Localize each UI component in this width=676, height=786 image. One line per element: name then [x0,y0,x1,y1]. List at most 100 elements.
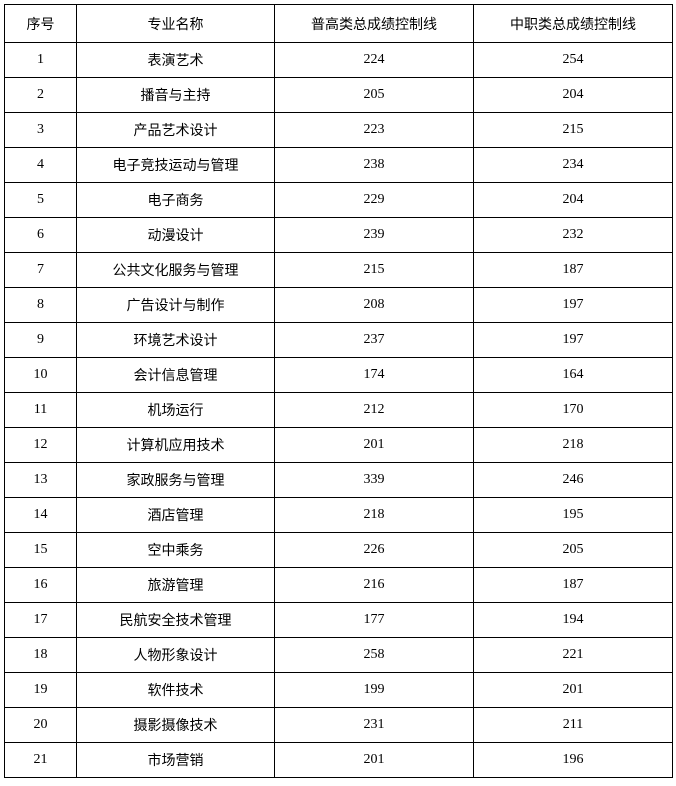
table-cell: 软件技术 [77,673,275,708]
table-cell: 238 [275,148,474,183]
table-row: 13家政服务与管理339246 [5,463,673,498]
table-cell: 表演艺术 [77,43,275,78]
table-cell: 机场运行 [77,393,275,428]
table-cell: 4 [5,148,77,183]
table-cell: 215 [275,253,474,288]
table-cell: 195 [474,498,673,533]
table-row: 12计算机应用技术201218 [5,428,673,463]
table-cell: 204 [474,78,673,113]
table-cell: 205 [474,533,673,568]
table-cell: 空中乘务 [77,533,275,568]
table-cell: 224 [275,43,474,78]
table-cell: 199 [275,673,474,708]
table-cell: 196 [474,743,673,778]
table-cell: 204 [474,183,673,218]
table-cell: 174 [275,358,474,393]
table-cell: 232 [474,218,673,253]
table-cell: 酒店管理 [77,498,275,533]
table-row: 3产品艺术设计223215 [5,113,673,148]
table-row: 8广告设计与制作208197 [5,288,673,323]
table-cell: 18 [5,638,77,673]
table-cell: 3 [5,113,77,148]
table-cell: 旅游管理 [77,568,275,603]
header-seq: 序号 [5,5,77,43]
table-cell: 187 [474,568,673,603]
table-cell: 201 [275,428,474,463]
table-body: 1表演艺术2242542播音与主持2052043产品艺术设计2232154电子竞… [5,43,673,778]
table-cell: 221 [474,638,673,673]
table-row: 18人物形象设计258221 [5,638,673,673]
table-cell: 21 [5,743,77,778]
table-cell: 7 [5,253,77,288]
table-row: 4电子竞技运动与管理238234 [5,148,673,183]
table-cell: 公共文化服务与管理 [77,253,275,288]
table-cell: 人物形象设计 [77,638,275,673]
table-cell: 212 [275,393,474,428]
table-cell: 6 [5,218,77,253]
table-cell: 218 [275,498,474,533]
table-cell: 14 [5,498,77,533]
table-cell: 215 [474,113,673,148]
table-cell: 市场营销 [77,743,275,778]
table-cell: 234 [474,148,673,183]
table-row: 21市场营销201196 [5,743,673,778]
table-cell: 223 [275,113,474,148]
table-row: 19软件技术199201 [5,673,673,708]
table-cell: 民航安全技术管理 [77,603,275,638]
table-row: 2播音与主持205204 [5,78,673,113]
table-cell: 258 [275,638,474,673]
table-cell: 239 [275,218,474,253]
table-cell: 1 [5,43,77,78]
table-cell: 12 [5,428,77,463]
table-row: 16旅游管理216187 [5,568,673,603]
table-cell: 2 [5,78,77,113]
table-cell: 5 [5,183,77,218]
header-zhongzhi: 中职类总成绩控制线 [474,5,673,43]
table-row: 1表演艺术224254 [5,43,673,78]
table-cell: 播音与主持 [77,78,275,113]
table-row: 6动漫设计239232 [5,218,673,253]
table-cell: 177 [275,603,474,638]
table-cell: 194 [474,603,673,638]
table-cell: 20 [5,708,77,743]
table-cell: 家政服务与管理 [77,463,275,498]
table-cell: 10 [5,358,77,393]
table-cell: 197 [474,323,673,358]
table-cell: 197 [474,288,673,323]
table-row: 20摄影摄像技术231211 [5,708,673,743]
table-cell: 231 [275,708,474,743]
header-pugao: 普高类总成绩控制线 [275,5,474,43]
table-cell: 动漫设计 [77,218,275,253]
table-row: 7公共文化服务与管理215187 [5,253,673,288]
table-row: 9环境艺术设计237197 [5,323,673,358]
table-cell: 218 [474,428,673,463]
table-cell: 11 [5,393,77,428]
table-cell: 13 [5,463,77,498]
table-row: 10会计信息管理174164 [5,358,673,393]
table-cell: 226 [275,533,474,568]
table-cell: 246 [474,463,673,498]
table-cell: 164 [474,358,673,393]
table-cell: 16 [5,568,77,603]
table-row: 14酒店管理218195 [5,498,673,533]
table-cell: 211 [474,708,673,743]
table-cell: 产品艺术设计 [77,113,275,148]
table-cell: 254 [474,43,673,78]
table-cell: 电子竞技运动与管理 [77,148,275,183]
table-cell: 19 [5,673,77,708]
table-row: 17民航安全技术管理177194 [5,603,673,638]
table-cell: 广告设计与制作 [77,288,275,323]
table-cell: 201 [474,673,673,708]
table-cell: 205 [275,78,474,113]
header-major: 专业名称 [77,5,275,43]
table-cell: 170 [474,393,673,428]
table-row: 11机场运行212170 [5,393,673,428]
table-cell: 216 [275,568,474,603]
table-cell: 17 [5,603,77,638]
table-cell: 187 [474,253,673,288]
table-cell: 环境艺术设计 [77,323,275,358]
table-cell: 201 [275,743,474,778]
table-cell: 237 [275,323,474,358]
table-cell: 8 [5,288,77,323]
table-cell: 208 [275,288,474,323]
